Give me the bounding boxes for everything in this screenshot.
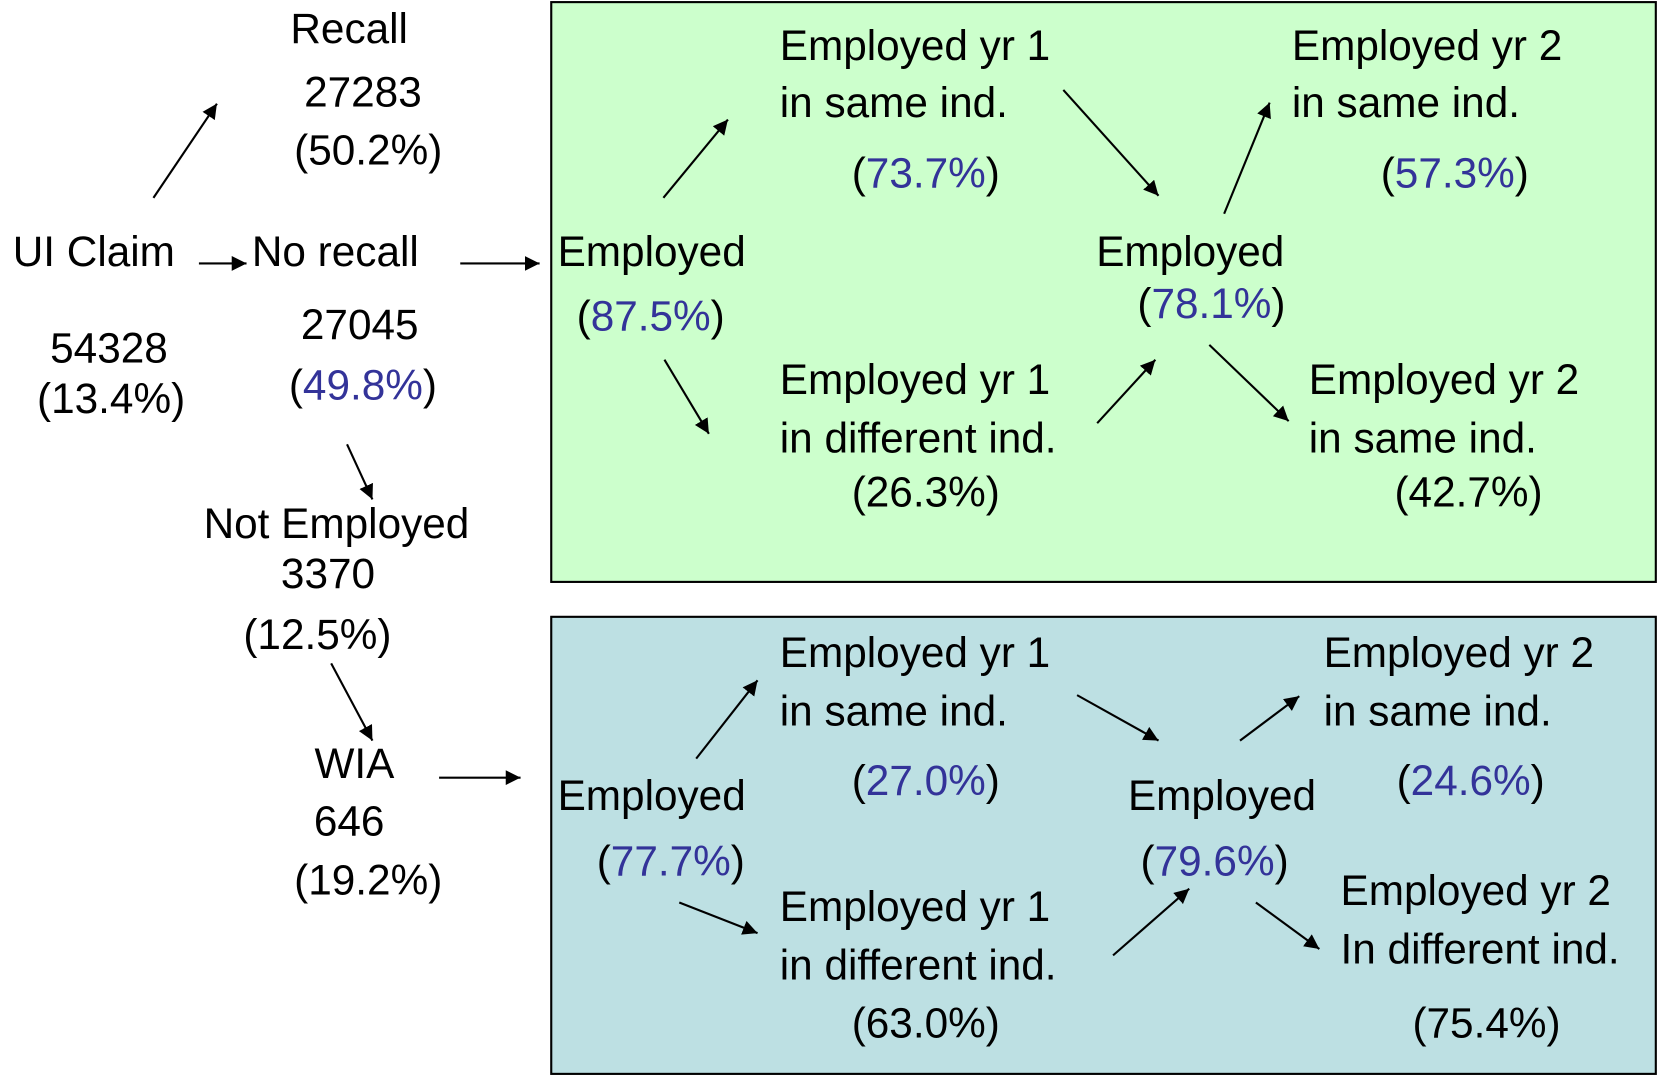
node: Recall 27283 (50.2%) xyxy=(290,5,442,174)
node-label: Recall xyxy=(290,5,408,52)
node-label: (27.0%) xyxy=(852,757,1000,804)
node-label: WIA xyxy=(314,740,395,787)
node-label: Employed xyxy=(558,772,746,819)
node-label: Employed yr 1 xyxy=(780,22,1050,69)
node-label: Employed yr 1 xyxy=(780,629,1050,676)
node-label: 646 xyxy=(314,797,385,844)
node-label: (49.8%) xyxy=(289,361,437,408)
node: Employed yr 2 in same ind. (42.7%) xyxy=(1309,356,1579,515)
node-label: Employed xyxy=(1128,772,1316,819)
arrow xyxy=(663,359,710,435)
node-label: Employed yr 2 xyxy=(1341,867,1611,914)
node: Employed yr 1 in same ind. (73.7%) xyxy=(780,22,1050,197)
node-label: in different ind. xyxy=(780,941,1057,988)
node-label: (77.7%) xyxy=(597,838,745,885)
node-label: Employed yr 2 xyxy=(1324,629,1594,676)
node-label: (19.2%) xyxy=(294,857,442,904)
node-label: Employed yr 2 xyxy=(1309,356,1579,403)
green-panel xyxy=(550,1,1657,583)
node-label: in same ind. xyxy=(1324,687,1552,734)
node-label: Employed yr 2 xyxy=(1292,22,1562,69)
node-label: (75.4%) xyxy=(1412,999,1560,1046)
blue-panel xyxy=(550,615,1657,1075)
node-label: Employed yr 1 xyxy=(780,883,1050,930)
node: Employed yr 2 In different ind. (75.4%) xyxy=(1341,867,1620,1046)
node-label: 27045 xyxy=(301,301,419,348)
arrow xyxy=(1062,89,1160,197)
node-label: 27283 xyxy=(304,68,422,115)
node-label: In different ind. xyxy=(1341,925,1620,972)
node-label: (79.6%) xyxy=(1141,838,1289,885)
arrow xyxy=(1112,887,1190,957)
node-label: UI Claim xyxy=(13,228,175,275)
node: UI Claim xyxy=(13,228,175,275)
arrow xyxy=(1255,901,1320,950)
arrow xyxy=(346,443,374,500)
node: Employed yr 1 in different ind. (26.3%) xyxy=(780,356,1057,515)
node-label: Employed yr 1 xyxy=(780,356,1050,403)
arrow xyxy=(152,103,218,199)
node-label: 54328 xyxy=(50,324,168,371)
arrow xyxy=(330,662,374,742)
node: Employed yr 2 in same ind. (57.3%) xyxy=(1292,22,1562,197)
node-label: (57.3%) xyxy=(1381,150,1529,197)
arrow xyxy=(695,679,759,760)
node: Employed (78.1%) xyxy=(1096,228,1285,327)
node-label: (42.7%) xyxy=(1394,468,1542,515)
node: Employed (79.6%) xyxy=(1128,772,1316,885)
node-label: (50.2%) xyxy=(294,127,442,174)
node-label: (87.5%) xyxy=(577,293,725,340)
node-label: (24.6%) xyxy=(1397,757,1545,804)
node-label: Employed xyxy=(1096,228,1284,275)
node-label: (73.7%) xyxy=(852,150,1000,197)
node-label: (26.3%) xyxy=(852,468,1000,515)
arrow xyxy=(1096,359,1157,424)
node-label: (63.0%) xyxy=(852,999,1000,1046)
node: 54328(13.4%) xyxy=(37,324,185,422)
node-label: (12.5%) xyxy=(243,611,391,658)
node-label: No recall xyxy=(252,228,419,275)
arrow xyxy=(1239,695,1300,742)
node-label: in same ind. xyxy=(780,79,1008,126)
node: Employed yr 1 in same ind. (27.0%) xyxy=(780,629,1050,804)
node-label: in different ind. xyxy=(780,414,1057,461)
node-label: (78.1%) xyxy=(1137,280,1285,327)
node-label: in same ind. xyxy=(1309,414,1537,461)
node-label: in same ind. xyxy=(780,687,1008,734)
node: Employed (87.5%) xyxy=(558,228,746,340)
node: No recall 27045 (49.8%) xyxy=(252,228,437,408)
node-label: in same ind. xyxy=(1292,79,1520,126)
node: WIA 646 (19.2%) xyxy=(294,740,442,903)
arrow xyxy=(678,901,758,935)
arrow xyxy=(662,118,729,199)
arrow xyxy=(1076,694,1160,742)
node-label: Employed xyxy=(558,228,746,275)
node: Employed (77.7%) xyxy=(558,772,746,885)
node: Employed yr 1 in different ind. (63.0%) xyxy=(780,883,1057,1046)
node-label: 3370 xyxy=(281,550,375,597)
arrows xyxy=(152,89,1320,957)
arrow xyxy=(1223,102,1271,215)
node: Employed yr 2 in same ind. (24.6%) xyxy=(1324,629,1594,804)
node-label: Not Employed xyxy=(204,500,470,547)
node-label: (13.4%) xyxy=(37,375,185,422)
arrow xyxy=(1208,344,1290,422)
